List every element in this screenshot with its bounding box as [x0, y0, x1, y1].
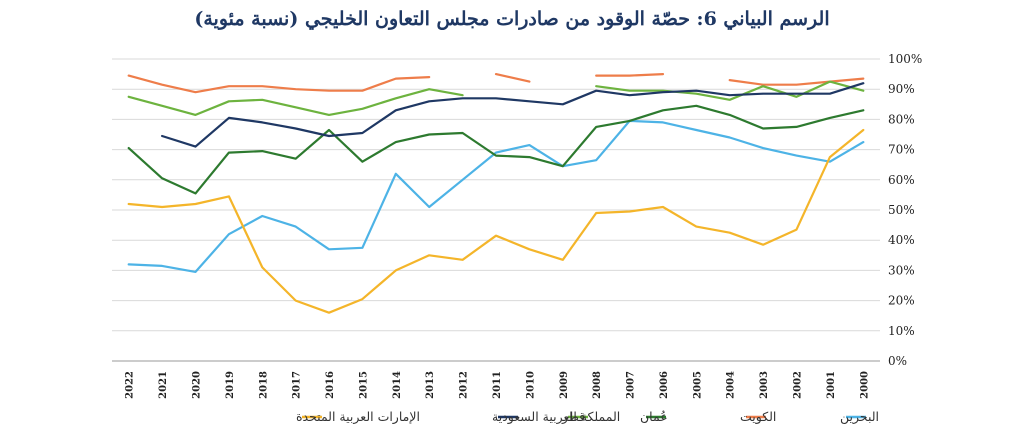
legend-label: قطر: [561, 409, 585, 425]
series-line: [127, 104, 865, 195]
series-line: [127, 119, 865, 273]
x-tick-label: 2001: [826, 371, 837, 399]
x-tick-label: 2016: [325, 371, 336, 399]
x-tick-label: 2006: [659, 371, 670, 399]
x-tick-label: 2021: [158, 371, 169, 399]
series-line: [127, 74, 431, 94]
legend-item: البحرين: [840, 409, 879, 425]
x-tick-label: 2017: [292, 371, 303, 399]
series-1: [127, 72, 865, 94]
x-tick-label: 2003: [759, 371, 770, 399]
x-tick-label: 2013: [425, 371, 436, 399]
x-tick-label: 2005: [692, 371, 703, 399]
series-line: [728, 77, 865, 86]
y-tick-label: 30%: [888, 263, 915, 277]
y-tick-label: 90%: [888, 82, 915, 96]
series-4: [161, 82, 865, 148]
x-tick-label: 2000: [859, 371, 870, 399]
x-tick-label: 2002: [793, 371, 804, 399]
x-axis-ticks: 2000 2001 2002 2003 2004 2005 2006 2007 2008 2009…: [125, 371, 871, 399]
x-tick-label: 2014: [392, 371, 403, 399]
x-tick-label: 2007: [626, 371, 637, 399]
x-tick-label: 2010: [525, 371, 536, 399]
series-line: [494, 72, 531, 83]
legend-item: المملكة العربية السعودية: [492, 409, 620, 425]
x-tick-label: 2020: [191, 371, 202, 399]
y-tick-label: 20%: [888, 294, 915, 308]
y-axis-ticks: 0% 10% 20% 30% 40% 50% 60% 70% 80% 90% 100%: [888, 52, 922, 368]
x-tick-label: 2018: [258, 371, 269, 399]
legend-label: الكويت: [740, 409, 776, 425]
legend-label: المملكة العربية السعودية: [492, 409, 620, 425]
series-0: [127, 119, 865, 273]
gridlines: [112, 58, 880, 362]
series-3: [127, 80, 865, 117]
y-tick-label: 80%: [888, 112, 915, 126]
series-2: [127, 104, 865, 195]
y-tick-label: 60%: [888, 173, 915, 187]
legend-item: عُمان: [640, 409, 668, 424]
legend-label: البحرين: [840, 409, 879, 425]
legend-item: قطر: [561, 409, 588, 425]
x-tick-label: 2019: [225, 371, 236, 399]
y-tick-label: 0%: [888, 354, 907, 368]
series-lines: [127, 72, 865, 314]
y-tick-label: 50%: [888, 203, 915, 217]
series-line: [595, 80, 865, 101]
legend-item: الإمارات العربية المتحدة: [296, 409, 420, 425]
legend-label: عُمان: [640, 409, 668, 424]
series-line: [161, 82, 865, 148]
chart-title: الرسم البياني 6: حصّة الوقود من صادرات م…: [194, 8, 830, 30]
x-tick-label: 2022: [125, 371, 136, 399]
legend-item: الكويت: [740, 409, 776, 425]
x-tick-label: 2008: [592, 371, 603, 399]
x-tick-label: 2012: [459, 371, 470, 399]
x-tick-label: 2015: [358, 371, 369, 399]
x-tick-label: 2011: [492, 371, 503, 399]
legend-label: الإمارات العربية المتحدة: [296, 409, 420, 425]
y-tick-label: 10%: [888, 324, 915, 338]
series-5: [127, 128, 865, 314]
x-tick-label: 2004: [726, 371, 737, 399]
x-tick-label: 2009: [559, 371, 570, 399]
series-line: [595, 72, 665, 77]
y-tick-label: 70%: [888, 143, 915, 157]
y-tick-label: 100%: [888, 52, 922, 66]
series-line: [127, 88, 464, 117]
series-line: [127, 128, 865, 314]
y-tick-label: 40%: [888, 233, 915, 247]
